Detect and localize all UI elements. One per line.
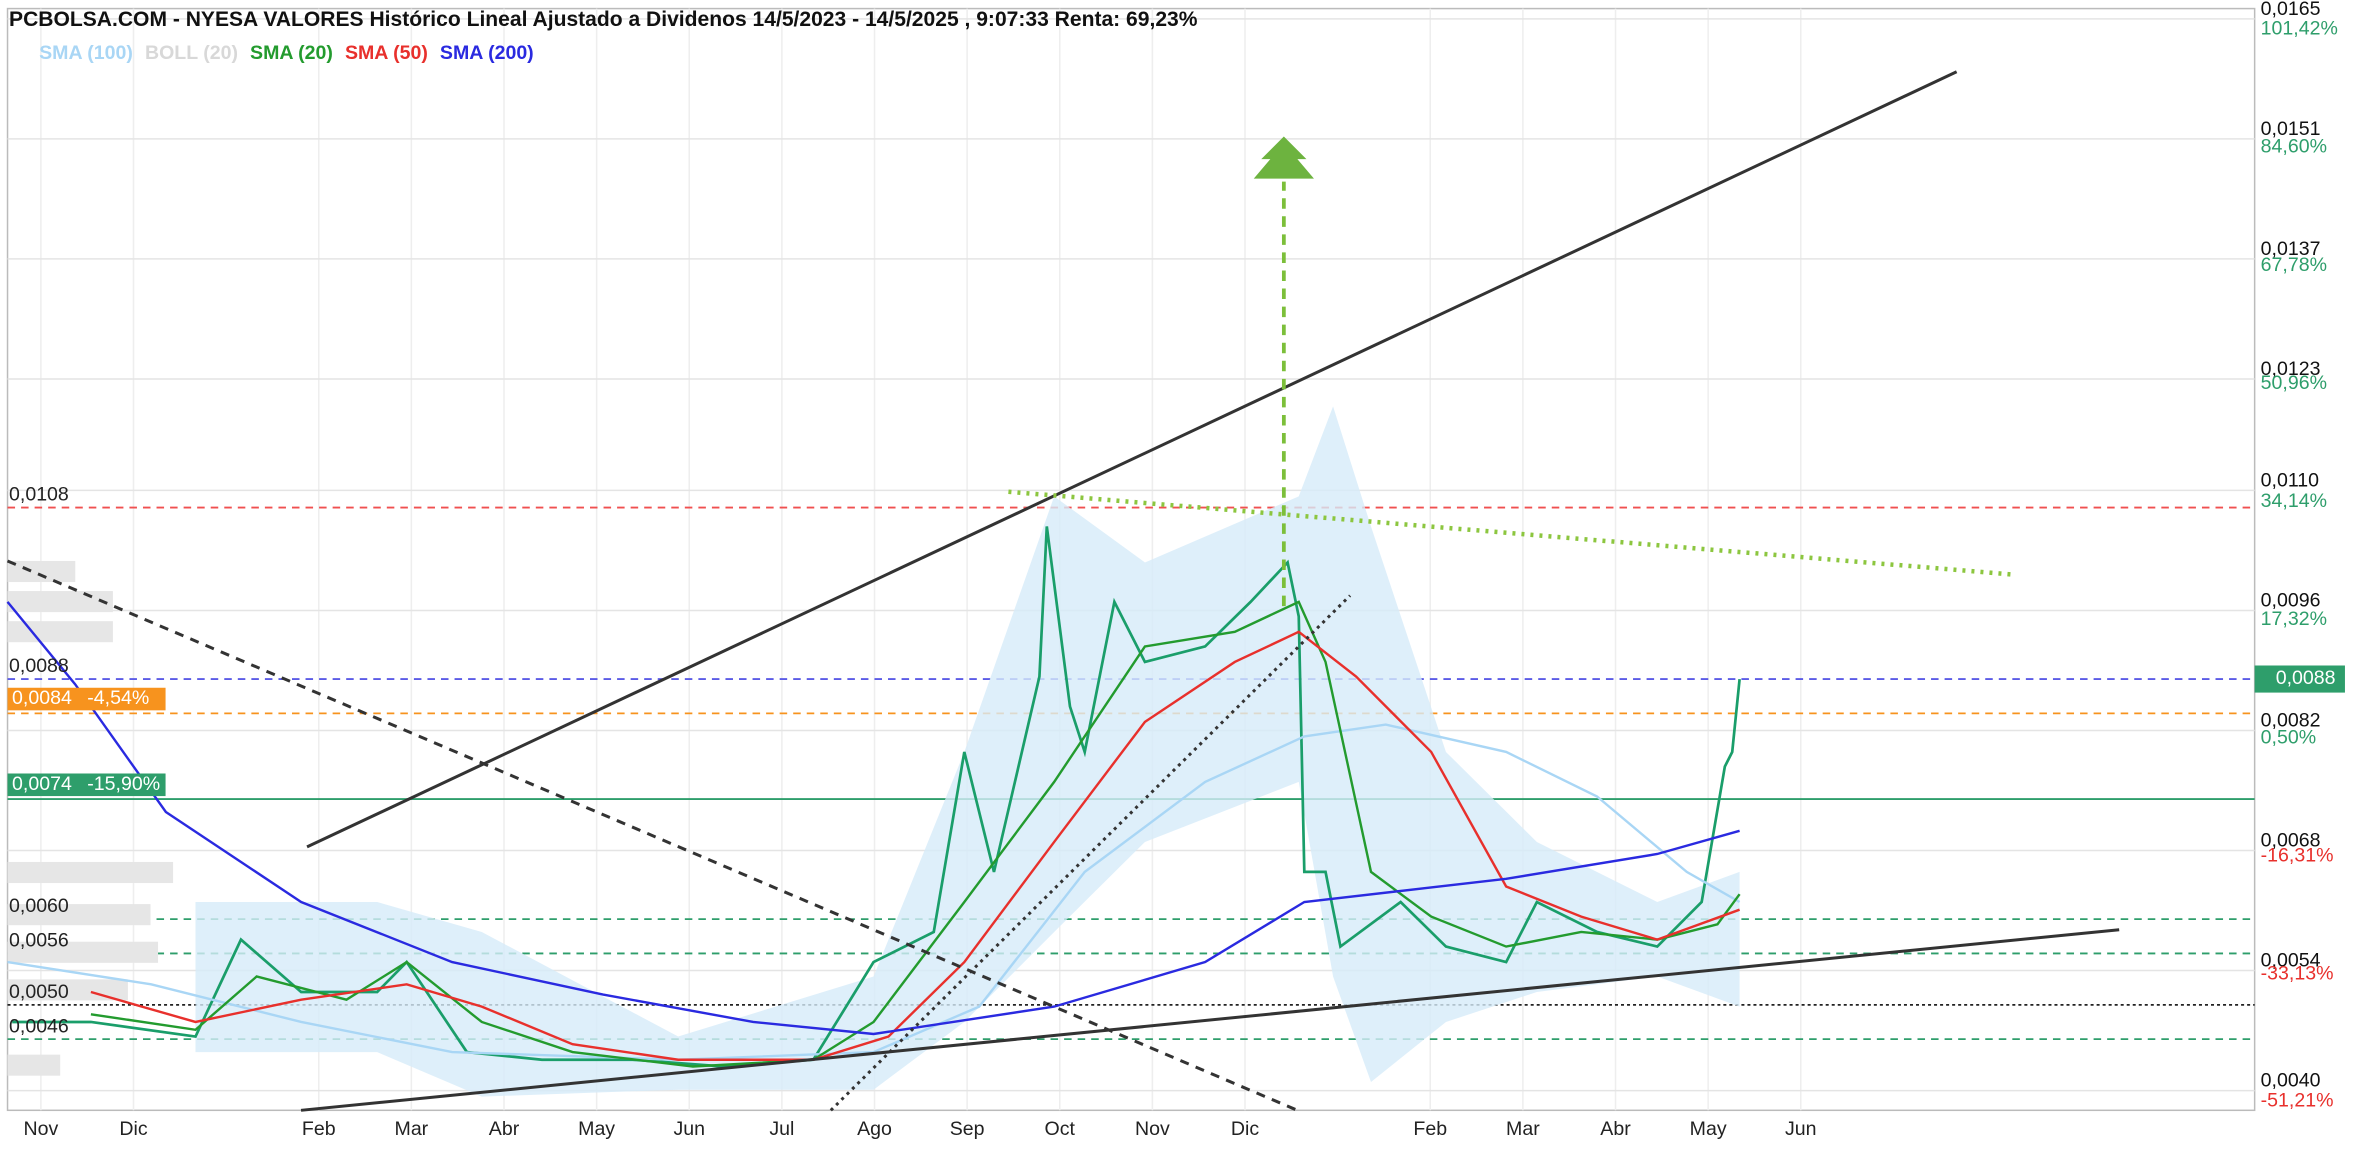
y2-tick-label: 50,96% <box>2261 372 2327 394</box>
trend-line <box>829 594 1352 1112</box>
y2-tick-label: 67,78% <box>2261 254 2327 276</box>
y2-tick-label: 101,42% <box>2261 18 2338 40</box>
level-box <box>7 687 166 711</box>
y2-tick-label: -16,31% <box>2261 844 2334 866</box>
profile-bar <box>7 1054 61 1076</box>
y2-tick-label: -51,21% <box>2261 1089 2334 1111</box>
x-tick-label: Oct <box>1045 1118 1076 1140</box>
y2-tick-label: 17,32% <box>2261 608 2327 630</box>
x-tick-label: May <box>1690 1118 1727 1140</box>
y-tick-label: 0,0040 <box>2261 1070 2321 1092</box>
sma-line <box>90 630 1741 1061</box>
sma-line <box>6 601 1740 1036</box>
level-label: 0,0046 <box>9 1015 69 1037</box>
last-price-box <box>2254 665 2345 693</box>
trend-line <box>6 559 1298 1112</box>
trend-line <box>300 928 2120 1112</box>
level-pct: -15,90% <box>87 773 160 795</box>
x-tick-label: Dic <box>119 1118 147 1140</box>
x-tick-label: May <box>578 1118 615 1140</box>
x-tick-label: Feb <box>1413 1118 1447 1140</box>
target-icon <box>1253 136 1314 179</box>
x-tick-label: Jun <box>1785 1118 1817 1140</box>
price-line <box>12 526 1741 1068</box>
y2-tick-label: 34,14% <box>2261 490 2327 512</box>
level-label: 0,0060 <box>9 895 69 917</box>
x-tick-label: Nov <box>23 1118 58 1140</box>
y-tick-label: 0,0165 <box>2261 0 2321 20</box>
profile-bar <box>7 861 174 884</box>
profile-bar <box>7 904 151 926</box>
y-tick-label: 0,0151 <box>2261 118 2321 140</box>
legend-entry: SMA (20) <box>250 42 333 64</box>
level-label: 0,0074 <box>12 773 72 795</box>
x-tick-label: Abr <box>489 1118 520 1140</box>
x-tick-label: Jul <box>769 1118 794 1140</box>
level-label: 0,0050 <box>9 981 69 1003</box>
x-tick-label: Dic <box>1231 1118 1259 1140</box>
y-tick-label: 0,0137 <box>2261 238 2321 260</box>
legend-entry: SMA (200) <box>440 42 534 64</box>
profile-bar <box>7 621 113 643</box>
x-tick-label: Jun <box>673 1118 705 1140</box>
chart-title: PCBOLSA.COM - NYESA VALORES Histórico Li… <box>9 8 1198 31</box>
x-tick-label: Nov <box>1135 1118 1170 1140</box>
x-tick-label: Ago <box>857 1118 892 1140</box>
sma-line <box>90 600 1741 1068</box>
profile-bar <box>7 591 113 613</box>
drawings <box>6 70 2120 1112</box>
y2-tick-label: 0,50% <box>2261 726 2316 748</box>
x-tick-label: Mar <box>395 1118 429 1140</box>
plot-frame <box>6 7 2256 1112</box>
profile-bar <box>7 560 76 583</box>
legend-entry: BOLL (20) <box>145 42 238 64</box>
level-label: 0,0084 <box>12 687 72 709</box>
marks-layer <box>6 406 1741 1097</box>
x-tick-label: Feb <box>302 1118 336 1140</box>
y-tick-label: 0,0110 <box>2261 470 2319 492</box>
level-pct: -4,54% <box>87 687 149 709</box>
y-tick-label: 0,0068 <box>2261 830 2321 852</box>
trend-line <box>306 70 1958 849</box>
bollinger-band <box>195 406 1740 1097</box>
last-price-label: 0,0088 <box>2276 667 2336 689</box>
y2-tick-label: -33,13% <box>2261 962 2334 984</box>
y2-tick-label: 84,60% <box>2261 136 2327 158</box>
sma-line <box>7 723 1741 1061</box>
y-tick-label: 0,0096 <box>2261 590 2321 612</box>
level-box <box>7 773 166 797</box>
level-label: 0,0088 <box>9 655 69 677</box>
y-tick-label: 0,0123 <box>2261 358 2321 380</box>
level-label: 0,0056 <box>9 930 69 952</box>
y-tick-label: 0,0082 <box>2261 710 2321 732</box>
x-tick-label: Abr <box>1600 1118 1631 1140</box>
legend-entry: SMA (50) <box>345 42 428 64</box>
x-tick-label: Mar <box>1506 1118 1540 1140</box>
level-label: 0,0108 <box>9 484 69 506</box>
labels-layer: NovDic2024FebMarAbrMayJunJulAgoSepOctNov… <box>7 0 2345 1140</box>
x-tick-label: Sep <box>950 1118 985 1140</box>
y-tick-label: 0,0054 <box>2261 950 2321 972</box>
legend-entry: SMA (100) <box>39 42 133 64</box>
profile-bar <box>7 941 159 963</box>
